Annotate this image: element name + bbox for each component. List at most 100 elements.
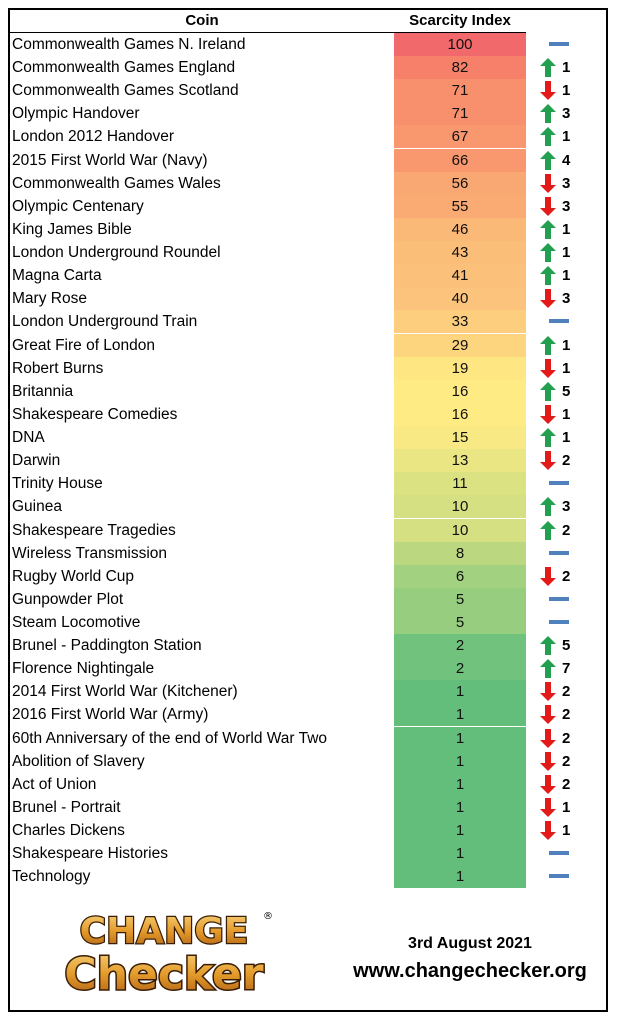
rank-change-value: 1 [562,128,571,146]
up-arrow-icon [540,150,556,170]
coin-name: Technology [12,868,91,886]
coin-name: 2015 First World War (Navy) [12,151,208,169]
table-row: King James Bible 46 1 [9,217,599,241]
logo-registered-mark: ® [263,911,273,922]
coin-name: London 2012 Handover [12,128,175,146]
rank-change-value: 2 [562,752,571,770]
rank-change-value: 2 [562,683,571,701]
scarcity-index-cell: 1 [394,795,526,819]
rank-change-value: 5 [562,637,571,655]
coin-name: Mary Rose [12,290,87,308]
coin-name: Shakespeare Histories [12,845,168,863]
coin-name: Commonwealth Games England [12,59,236,77]
rank-change-value: 1 [562,244,571,262]
no-change-dash-icon [549,481,569,486]
coin-name: DNA [12,429,45,447]
table-row: Trinity House 11 [9,472,599,496]
coin-name: Commonwealth Games Scotland [12,82,239,100]
coin-name: London Underground Roundel [12,244,221,262]
no-change-dash-icon [549,851,569,856]
rank-change-value: 2 [562,452,571,470]
table-row: DNA 15 1 [9,426,599,450]
table-row: Robert Burns 19 1 [9,356,599,380]
scarcity-index-cell: 19 [394,356,526,380]
header-divider [9,32,526,33]
down-arrow-icon [540,682,556,702]
scarcity-index-cell: 1 [394,703,526,727]
up-arrow-icon [540,219,556,239]
coin-name: Shakespeare Tragedies [12,521,176,539]
table-row: London Underground Roundel 43 1 [9,241,599,265]
table-row: 60th Anniversary of the end of World War… [9,726,599,750]
scarcity-index-cell: 82 [394,56,526,80]
table-row: Commonwealth Games N. Ireland 100 [9,33,599,56]
coin-name: Commonwealth Games Wales [12,174,221,192]
table-row: Olympic Handover 71 3 [9,102,599,126]
no-change-dash-icon [549,596,569,601]
rank-change-value: 2 [562,521,571,539]
rank-change-value: 1 [562,59,571,77]
coin-name: Gunpowder Plot [12,590,124,608]
website-url: www.changechecker.org [353,960,587,982]
down-arrow-icon [540,774,556,794]
table-row: Gunpowder Plot 5 [9,587,599,611]
scarcity-index-cell: 16 [394,402,526,426]
scarcity-index-cell: 29 [394,333,526,357]
up-arrow-icon [540,266,556,286]
coin-name: Act of Union [12,775,97,793]
rank-change-value: 3 [562,197,571,215]
table-row: Brunel - Portrait 1 1 [9,795,599,819]
down-arrow-icon [540,705,556,725]
table-row: Steam Locomotive 5 [9,611,599,634]
table-row: Technology 1 [9,865,599,889]
table-row: Shakespeare Comedies 16 1 [9,402,599,426]
rank-change-value: 2 [562,729,571,747]
down-arrow-icon [540,821,556,841]
scarcity-index-cell: 13 [394,449,526,473]
scarcity-index-cell: 41 [394,264,526,288]
up-arrow-icon [540,497,556,517]
coin-name: King James Bible [12,220,132,238]
scarcity-index-cell: 2 [394,634,526,658]
table-row: 2014 First World War (Kitchener) 1 2 [9,680,599,704]
table-row: Olympic Centenary 55 3 [9,194,599,218]
table-row: Commonwealth Games England 82 1 [9,56,599,80]
scarcity-index-cell: 10 [394,518,526,542]
coin-name: Brunel - Portrait [12,798,121,816]
no-change-dash-icon [549,42,569,46]
table-row: Magna Carta 41 1 [9,264,599,288]
no-change-dash-icon [549,620,569,624]
up-arrow-icon [540,381,556,401]
coin-name: Darwin [12,452,61,470]
down-arrow-icon [540,751,556,771]
no-change-dash-icon [549,319,569,324]
report-date: 3rd August 2021 [408,935,532,952]
table-row: London Underground Train 33 [9,310,599,334]
logo-text-change: CHANGE [80,911,249,952]
table-row: Commonwealth Games Scotland 71 1 [9,79,599,103]
rank-change-value: 1 [562,336,571,354]
rank-change-value: 3 [562,498,571,516]
scarcity-index-cell: 71 [394,79,526,103]
table-row: Wireless Transmission 8 [9,541,599,565]
rank-change-value: 1 [562,267,571,285]
rank-change-value: 3 [562,174,571,192]
rank-change-value: 1 [562,822,571,840]
down-arrow-icon [540,797,556,817]
up-arrow-icon [540,428,556,448]
scarcity-index-cell: 33 [394,310,526,334]
table-row: London 2012 Handover 67 1 [9,125,599,149]
scarcity-index-cell: 1 [394,772,526,796]
up-arrow-icon [540,127,556,147]
down-arrow-icon [540,289,556,309]
coin-name: Wireless Transmission [12,544,168,562]
scarcity-index-cell: 1 [394,819,526,843]
scarcity-index-cell: 66 [394,148,526,172]
scarcity-index-cell: 1 [394,865,526,889]
table-row: Shakespeare Histories 1 [9,842,599,866]
table-row: Abolition of Slavery 1 2 [9,749,599,773]
coin-name: Charles Dickens [12,822,125,840]
scarcity-index-column-header: Scarcity Index [409,12,511,29]
scarcity-index-cell: 100 [394,33,526,56]
table-row: Darwin 13 2 [9,449,599,473]
